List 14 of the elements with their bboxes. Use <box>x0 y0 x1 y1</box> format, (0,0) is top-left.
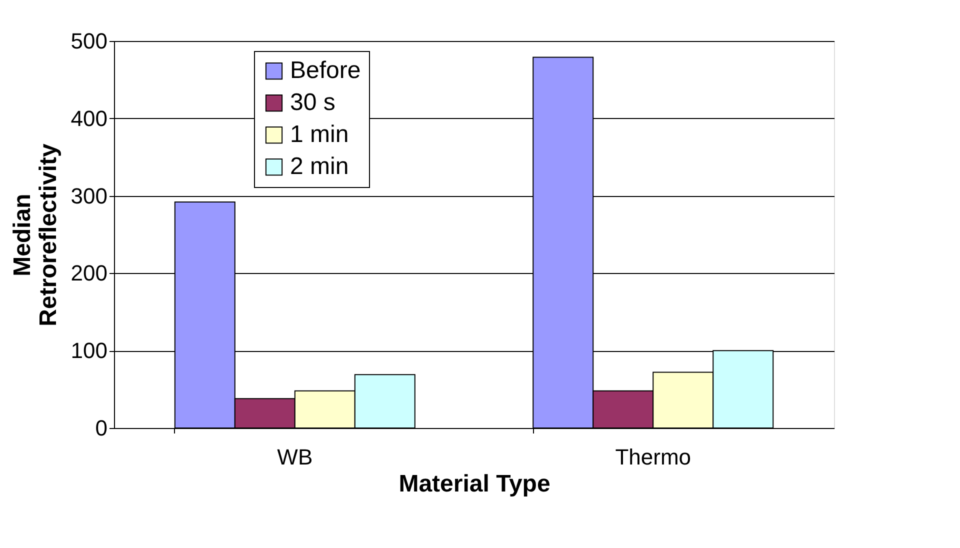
legend-label: 1 min <box>290 121 349 148</box>
y-tick-label: 200 <box>70 260 108 286</box>
x-tick-label: WB <box>277 444 313 470</box>
legend-label: 2 min <box>290 153 349 180</box>
legend-label: Before <box>290 57 361 84</box>
y-tick-label: 100 <box>70 338 108 364</box>
y-axis-title: Median Retroreflectivity <box>8 142 62 326</box>
x-axis-title: Material Type <box>398 470 550 498</box>
y-tick-label: 400 <box>70 106 108 131</box>
legend-label: 30 s <box>290 89 336 116</box>
y-tick-label: 300 <box>70 183 108 208</box>
y-tick-label: 0 <box>95 416 108 440</box>
x-tick-label: Thermo <box>615 444 692 470</box>
y-tick-label: 500 <box>70 28 108 54</box>
